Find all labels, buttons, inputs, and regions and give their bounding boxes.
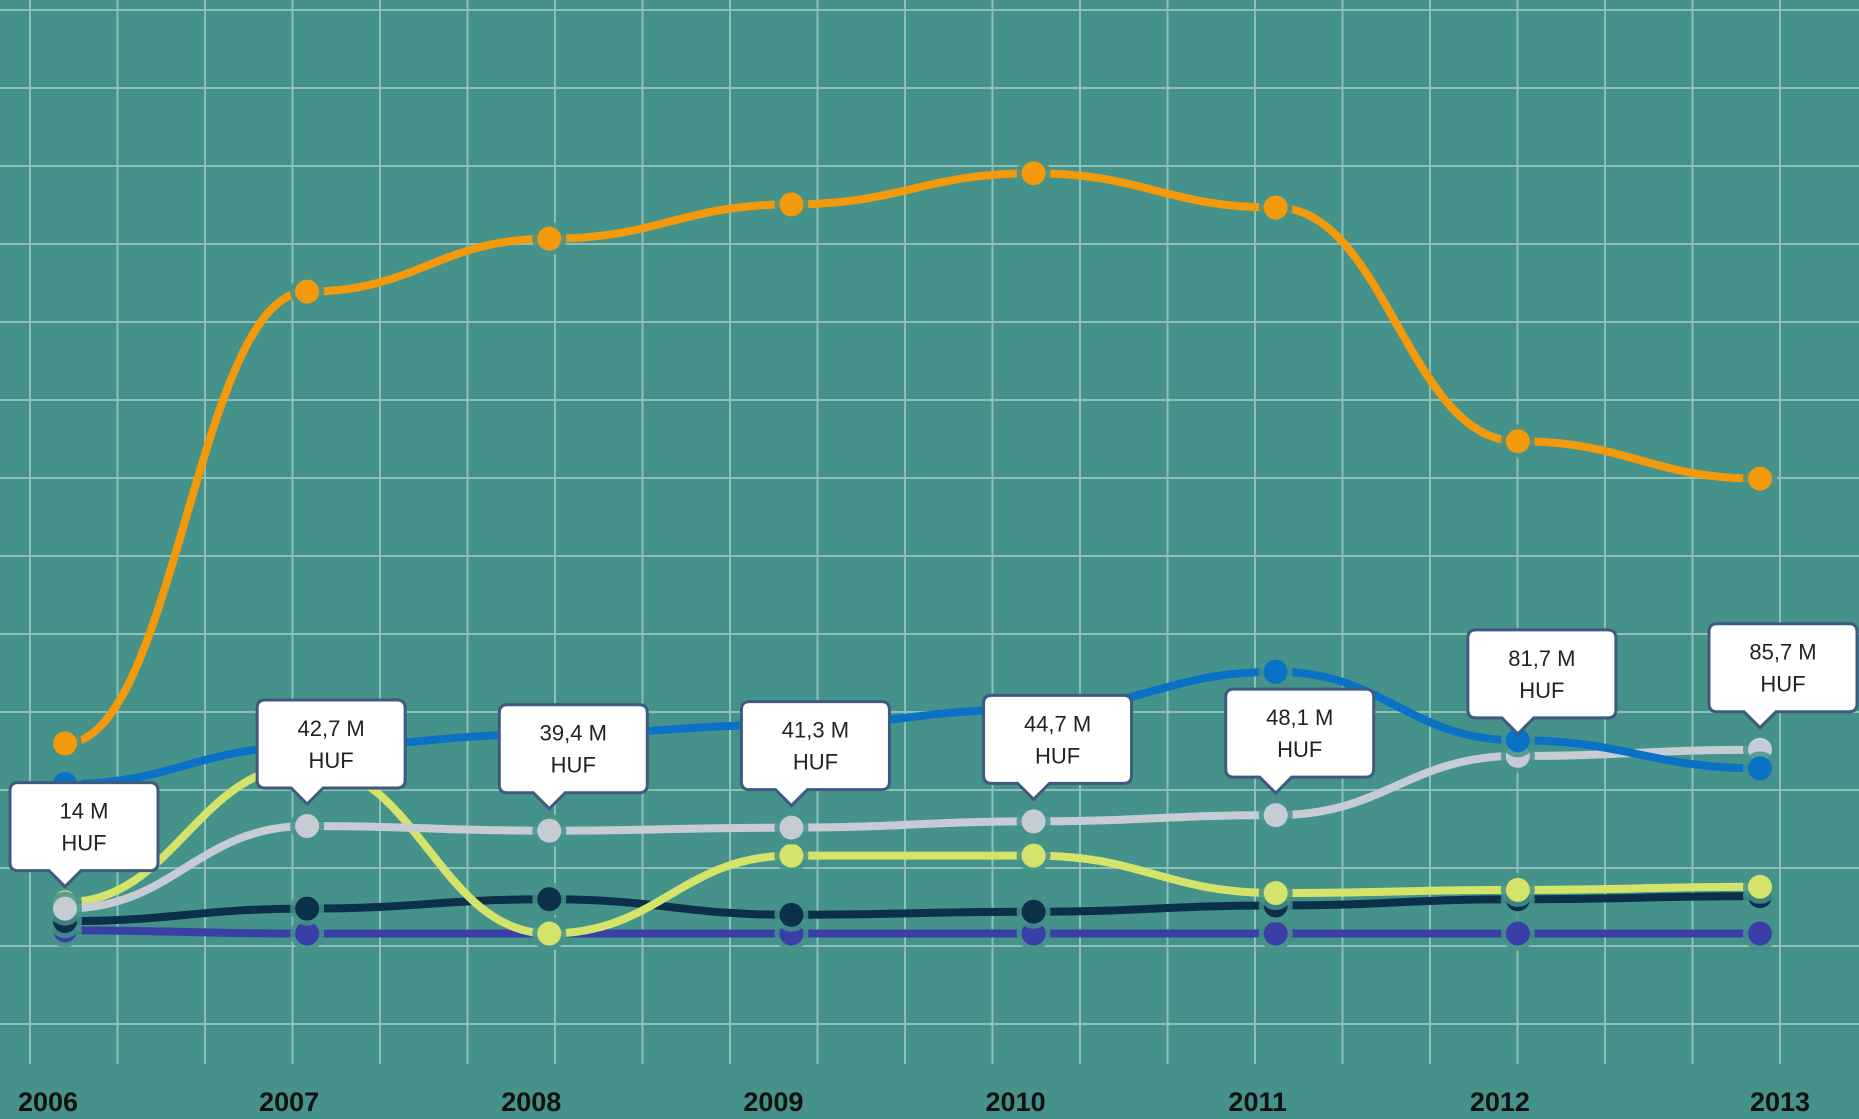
series-line xyxy=(61,169,1764,748)
data-point[interactable] xyxy=(1505,877,1530,902)
value-callout: 39,4 M HUF xyxy=(497,703,649,811)
callout-value: 44,7 M xyxy=(1024,711,1091,736)
data-point[interactable] xyxy=(537,226,562,251)
value-callout: 41,3 M HUF xyxy=(739,700,891,808)
data-point[interactable] xyxy=(295,279,320,304)
value-callout: 14 M HUF xyxy=(8,781,160,889)
data-point[interactable] xyxy=(537,887,562,912)
callout-unit: HUF xyxy=(61,831,106,856)
callout-box xyxy=(1707,622,1859,730)
x-tick-label: 2009 xyxy=(743,1087,803,1117)
data-point[interactable] xyxy=(779,902,804,927)
x-tick-label: 2010 xyxy=(986,1087,1046,1117)
callout-unit: HUF xyxy=(793,750,838,775)
callout-unit: HUF xyxy=(1519,678,1564,703)
data-point[interactable] xyxy=(1263,881,1288,906)
data-point[interactable] xyxy=(1505,429,1530,454)
callout-value: 81,7 M xyxy=(1508,646,1575,671)
callout-box xyxy=(739,700,891,808)
x-tick-label: 2008 xyxy=(501,1087,561,1117)
callout-box xyxy=(497,703,649,811)
data-point[interactable] xyxy=(779,192,804,217)
data-point[interactable] xyxy=(779,843,804,868)
callout-box xyxy=(255,698,407,807)
callout-value: 85,7 M xyxy=(1749,640,1816,665)
value-callout: 85,7 M HUF xyxy=(1707,622,1859,730)
data-point[interactable] xyxy=(1021,809,1046,834)
callout-box xyxy=(1466,628,1618,737)
x-tick-label: 2012 xyxy=(1470,1087,1530,1117)
callout-value: 39,4 M xyxy=(540,721,607,746)
data-point[interactable] xyxy=(1263,803,1288,828)
data-point[interactable] xyxy=(1263,921,1288,946)
data-point[interactable] xyxy=(1748,921,1772,946)
data-point[interactable] xyxy=(1505,728,1530,753)
data-point[interactable] xyxy=(1021,899,1046,924)
callout-value: 48,1 M xyxy=(1266,705,1333,730)
data-point[interactable] xyxy=(1263,195,1288,220)
x-axis: 2006 2007 2008 2009 2010 2011 2012 2013 xyxy=(18,1087,1810,1117)
data-point[interactable] xyxy=(1021,843,1046,868)
data-point[interactable] xyxy=(779,815,804,840)
series-0 xyxy=(48,156,1777,761)
data-point[interactable] xyxy=(295,814,320,839)
data-point[interactable] xyxy=(1748,756,1772,781)
callout-unit: HUF xyxy=(309,748,354,773)
data-point[interactable] xyxy=(1748,466,1772,491)
callout-box xyxy=(982,693,1134,802)
x-tick-label: 2007 xyxy=(259,1087,319,1117)
callout-box xyxy=(8,781,160,889)
data-point[interactable] xyxy=(295,921,320,946)
callout-value: 41,3 M xyxy=(782,718,849,743)
data-point[interactable] xyxy=(537,921,562,946)
value-callout: 81,7 M HUF xyxy=(1466,628,1618,737)
data-point[interactable] xyxy=(53,731,77,756)
x-tick-label: 2006 xyxy=(18,1087,78,1117)
callout-value: 42,7 M xyxy=(298,716,365,741)
x-tick-label: 2011 xyxy=(1228,1087,1287,1117)
value-callout: 44,7 M HUF xyxy=(982,693,1134,802)
series-line xyxy=(61,926,1764,938)
data-point[interactable] xyxy=(53,896,77,921)
callout-unit: HUF xyxy=(1035,743,1080,768)
data-point[interactable] xyxy=(1505,921,1530,946)
x-tick-label: 2013 xyxy=(1750,1087,1810,1117)
data-point[interactable] xyxy=(1021,161,1046,186)
data-point[interactable] xyxy=(537,818,562,843)
value-callout: 48,1 M HUF xyxy=(1224,687,1376,796)
data-point[interactable] xyxy=(295,896,320,921)
series-line xyxy=(61,892,1764,926)
value-callout: 42,7 M HUF xyxy=(255,698,407,807)
callout-unit: HUF xyxy=(1760,672,1805,697)
data-point[interactable] xyxy=(1748,874,1772,899)
callout-box xyxy=(1224,687,1376,796)
callout-value: 14 M xyxy=(60,799,109,824)
callout-unit: HUF xyxy=(551,753,596,778)
callout-unit: HUF xyxy=(1277,737,1322,762)
data-point[interactable] xyxy=(1263,659,1288,684)
